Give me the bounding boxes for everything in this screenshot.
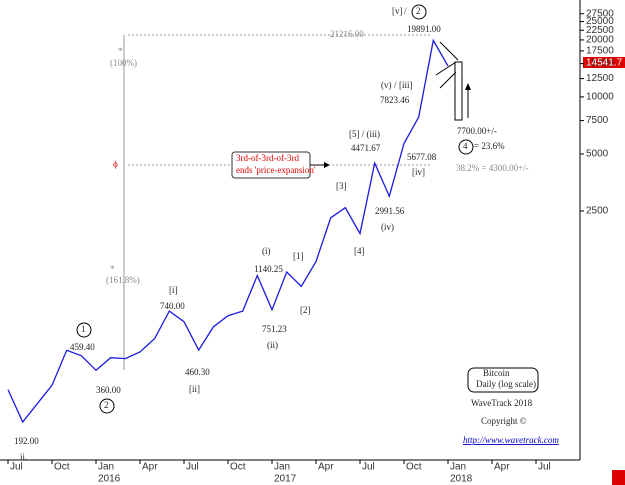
projection bbox=[435, 41, 459, 89]
callout-arrow-head bbox=[324, 162, 330, 168]
annotation: (v) bbox=[381, 80, 392, 90]
annotation: 740.00 bbox=[160, 301, 185, 311]
annotation: * bbox=[118, 46, 123, 56]
annotation: 19891.00 bbox=[407, 24, 441, 34]
y-tick-label: 12500 bbox=[586, 73, 614, 84]
price-box bbox=[583, 57, 625, 68]
annotation: (iv) bbox=[381, 222, 394, 232]
projection-arrow-head bbox=[465, 83, 471, 90]
annotation: 7823.46 bbox=[380, 95, 410, 105]
annotation: [iv] bbox=[412, 167, 425, 177]
annotation: ii. bbox=[20, 452, 27, 462]
annotation: ϕ bbox=[113, 159, 118, 169]
projection-box bbox=[454, 61, 463, 121]
annotation: 3rd-of-3rd-of-3rd bbox=[236, 153, 299, 163]
x-tick-label: Jul bbox=[186, 462, 199, 473]
wave-circle bbox=[411, 4, 427, 20]
x-tick-label: Oct bbox=[406, 462, 422, 473]
annotation: 2991.56 bbox=[375, 206, 405, 216]
x-tick-label: Apr bbox=[494, 462, 510, 473]
y-tick-label: 17500 bbox=[586, 46, 614, 57]
x-tick-label: Apr bbox=[142, 462, 158, 473]
annotation: [v] bbox=[392, 6, 403, 16]
annotation: 460.30 bbox=[185, 367, 210, 377]
annotation: (i) bbox=[262, 246, 271, 256]
annotation: 4 bbox=[463, 141, 468, 151]
annotation: 751.23 bbox=[262, 324, 287, 334]
y-tick-label: 22500 bbox=[586, 25, 614, 36]
annotation: 2 bbox=[104, 400, 109, 410]
annotation: Bitcoin bbox=[483, 368, 510, 378]
y-tick-label: 7500 bbox=[586, 115, 609, 126]
wave-circle bbox=[99, 398, 115, 414]
year-label: 2017 bbox=[274, 474, 297, 485]
y-tick-label: 20000 bbox=[586, 35, 614, 46]
annotation: 459.40 bbox=[70, 342, 95, 352]
y-tick-label: 15000 bbox=[586, 58, 614, 69]
annotation: http://www.wavetrack.com bbox=[463, 435, 559, 445]
year-label: 2018 bbox=[450, 474, 473, 485]
annotation: 4471.67 bbox=[351, 143, 381, 153]
x-tick-label: Oct bbox=[54, 462, 70, 473]
annotation: Copyright © bbox=[481, 416, 527, 426]
annotation: (100%) bbox=[110, 58, 137, 68]
annotation: = 23.6% bbox=[474, 141, 505, 151]
x-tick-label: Jan bbox=[274, 462, 290, 473]
x-tick-label: Jan bbox=[98, 462, 114, 473]
annotation: 5677.08 bbox=[407, 152, 437, 162]
y-tick-label: 5000 bbox=[586, 149, 609, 160]
last-price: 14541.7 bbox=[586, 58, 623, 69]
annotation: [5] / (iii) bbox=[349, 129, 380, 139]
y-tick-label: 25000 bbox=[586, 16, 614, 27]
y-tick-label: 27500 bbox=[586, 8, 614, 19]
y-tick-label: 2500 bbox=[586, 206, 609, 217]
annotation: 2 bbox=[416, 6, 421, 16]
annotation: WaveTrack 2018 bbox=[471, 398, 533, 408]
price-line bbox=[7, 38, 449, 424]
annotation: 38.2% = 4300.00+/- bbox=[456, 163, 529, 173]
x-tick-label: Apr bbox=[318, 462, 334, 473]
year-label: 2016 bbox=[98, 474, 121, 485]
annotation: Daily (log scale) bbox=[476, 379, 536, 389]
annotation: (ii) bbox=[267, 340, 278, 350]
y-tick-label: 10000 bbox=[586, 92, 614, 103]
x-tick-label: Jul bbox=[538, 462, 551, 473]
annotation: 360.00 bbox=[96, 385, 121, 395]
annotation: [1] bbox=[293, 251, 304, 261]
annotation: (161.8%) bbox=[106, 275, 140, 285]
x-tick-label: Oct bbox=[230, 462, 246, 473]
wave-circle bbox=[458, 139, 474, 155]
annotation: [ii] bbox=[189, 384, 200, 394]
annotation: * bbox=[110, 264, 115, 274]
corner-marker bbox=[612, 470, 625, 485]
x-tick-label: Jul bbox=[362, 462, 375, 473]
annotation: ends 'price-expansion' bbox=[236, 165, 316, 175]
annotation: [iii] bbox=[399, 80, 413, 90]
legend-box bbox=[467, 367, 539, 393]
x-tick-label: Jul bbox=[10, 462, 23, 473]
annotation: 21216.00 bbox=[330, 29, 364, 39]
annotation: [4] bbox=[354, 246, 365, 256]
annotation: 1 bbox=[81, 324, 86, 334]
annotation: / bbox=[404, 6, 407, 16]
annotation: [3] bbox=[336, 181, 347, 191]
annotation: 192.00 bbox=[14, 436, 39, 446]
annotation: [i] bbox=[169, 285, 178, 295]
wave-circle bbox=[76, 322, 92, 338]
annotation: [2] bbox=[300, 305, 311, 315]
annotation: 1140.25 bbox=[254, 264, 283, 274]
x-tick-label: Jan bbox=[450, 462, 466, 473]
annotation: / bbox=[394, 80, 397, 90]
annotation: 7700.00+/- bbox=[457, 126, 497, 136]
